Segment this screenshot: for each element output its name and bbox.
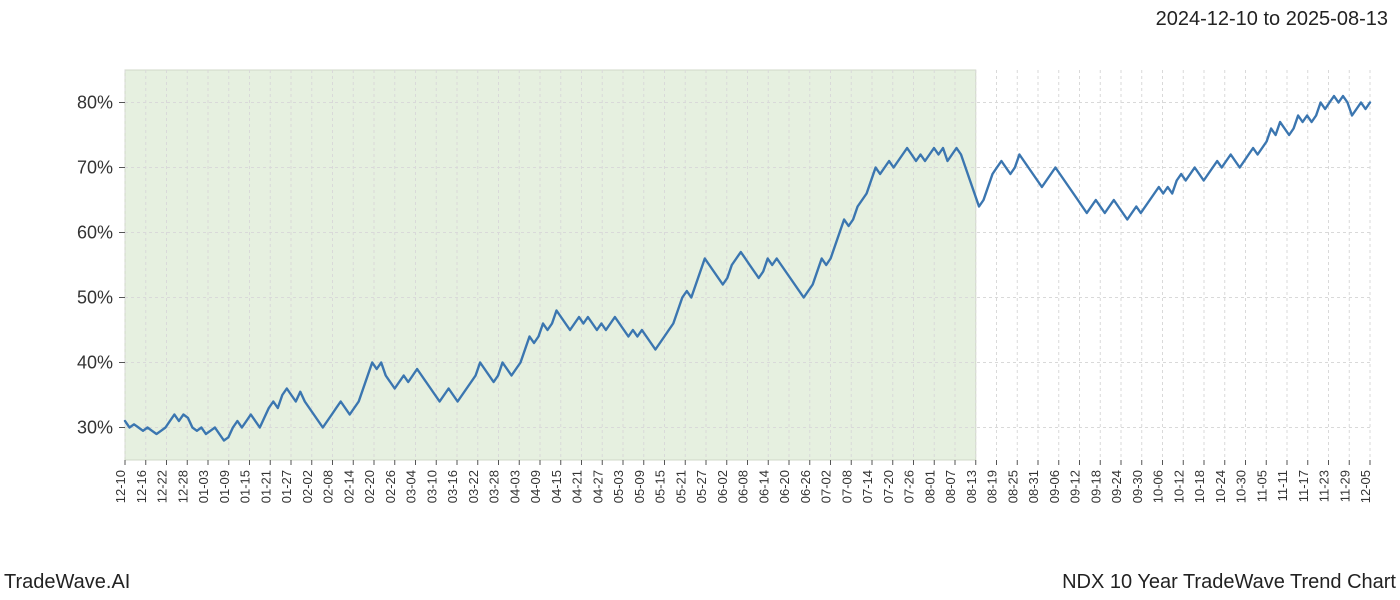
svg-text:03-16: 03-16 bbox=[445, 470, 460, 503]
svg-text:11-23: 11-23 bbox=[1317, 470, 1332, 502]
svg-text:02-26: 02-26 bbox=[383, 470, 398, 503]
svg-text:03-22: 03-22 bbox=[466, 470, 481, 503]
svg-text:06-08: 06-08 bbox=[736, 470, 751, 503]
svg-text:05-27: 05-27 bbox=[694, 470, 709, 503]
svg-text:10-12: 10-12 bbox=[1171, 470, 1186, 503]
chart-svg: 30% 40% 50% 60% 70% 80% 12-10 12-16 12-22 12-28 01… bbox=[0, 50, 1400, 540]
svg-text:04-21: 04-21 bbox=[570, 470, 585, 503]
svg-text:04-15: 04-15 bbox=[549, 470, 564, 503]
svg-text:08-25: 08-25 bbox=[1005, 470, 1020, 503]
trend-chart: 30% 40% 50% 60% 70% 80% 12-10 12-16 12-22 12-28 01… bbox=[0, 50, 1400, 540]
svg-text:01-09: 01-09 bbox=[217, 470, 232, 503]
svg-text:40%: 40% bbox=[77, 353, 113, 373]
date-range-label: 2024-12-10 to 2025-08-13 bbox=[1156, 8, 1388, 31]
svg-text:05-09: 05-09 bbox=[632, 470, 647, 503]
svg-text:06-26: 06-26 bbox=[798, 470, 813, 503]
svg-text:10-06: 10-06 bbox=[1151, 470, 1166, 503]
svg-text:50%: 50% bbox=[77, 288, 113, 308]
svg-text:01-27: 01-27 bbox=[279, 470, 294, 503]
svg-text:12-05: 12-05 bbox=[1358, 470, 1373, 503]
svg-text:06-20: 06-20 bbox=[777, 470, 792, 503]
svg-text:80%: 80% bbox=[77, 93, 113, 113]
svg-text:03-10: 03-10 bbox=[424, 470, 439, 503]
svg-text:70%: 70% bbox=[77, 158, 113, 178]
svg-text:09-24: 09-24 bbox=[1109, 470, 1124, 503]
svg-text:04-27: 04-27 bbox=[590, 470, 605, 503]
svg-text:08-13: 08-13 bbox=[964, 470, 979, 503]
svg-text:02-08: 02-08 bbox=[321, 470, 336, 503]
svg-text:11-29: 11-29 bbox=[1337, 470, 1352, 502]
svg-text:07-26: 07-26 bbox=[902, 470, 917, 503]
svg-text:09-06: 09-06 bbox=[1047, 470, 1062, 503]
svg-text:11-11: 11-11 bbox=[1275, 470, 1290, 501]
svg-text:07-02: 07-02 bbox=[819, 470, 834, 503]
svg-text:09-18: 09-18 bbox=[1088, 470, 1103, 503]
svg-text:09-12: 09-12 bbox=[1068, 470, 1083, 503]
svg-text:10-24: 10-24 bbox=[1213, 470, 1228, 503]
svg-text:01-03: 01-03 bbox=[196, 470, 211, 503]
svg-text:06-14: 06-14 bbox=[756, 470, 771, 503]
svg-text:11-17: 11-17 bbox=[1296, 470, 1311, 502]
svg-text:01-15: 01-15 bbox=[238, 470, 253, 503]
svg-text:60%: 60% bbox=[77, 223, 113, 243]
svg-text:02-14: 02-14 bbox=[341, 470, 356, 503]
svg-text:08-31: 08-31 bbox=[1026, 470, 1041, 503]
svg-text:12-16: 12-16 bbox=[134, 470, 149, 503]
svg-text:04-03: 04-03 bbox=[507, 470, 522, 503]
svg-text:10-30: 10-30 bbox=[1234, 470, 1249, 503]
svg-text:02-02: 02-02 bbox=[300, 470, 315, 503]
svg-text:09-30: 09-30 bbox=[1130, 470, 1145, 503]
svg-text:03-28: 03-28 bbox=[487, 470, 502, 503]
brand-label: TradeWave.AI bbox=[4, 571, 130, 594]
svg-text:04-09: 04-09 bbox=[528, 470, 543, 503]
svg-text:07-14: 07-14 bbox=[860, 470, 875, 503]
chart-title: NDX 10 Year TradeWave Trend Chart bbox=[1062, 571, 1396, 594]
svg-text:08-19: 08-19 bbox=[985, 470, 1000, 503]
svg-text:05-03: 05-03 bbox=[611, 470, 626, 503]
svg-text:06-02: 06-02 bbox=[715, 470, 730, 503]
svg-text:12-22: 12-22 bbox=[155, 470, 170, 503]
svg-text:30%: 30% bbox=[77, 418, 113, 438]
svg-text:07-20: 07-20 bbox=[881, 470, 896, 503]
svg-text:12-10: 12-10 bbox=[113, 470, 128, 503]
svg-text:10-18: 10-18 bbox=[1192, 470, 1207, 503]
svg-text:05-15: 05-15 bbox=[653, 470, 668, 503]
svg-text:08-07: 08-07 bbox=[943, 470, 958, 503]
svg-text:01-21: 01-21 bbox=[258, 470, 273, 503]
svg-text:08-01: 08-01 bbox=[922, 470, 937, 503]
svg-text:12-28: 12-28 bbox=[175, 470, 190, 503]
svg-text:03-04: 03-04 bbox=[404, 470, 419, 503]
svg-text:05-21: 05-21 bbox=[673, 470, 688, 503]
svg-text:07-08: 07-08 bbox=[839, 470, 854, 503]
svg-text:11-05: 11-05 bbox=[1254, 470, 1269, 502]
svg-text:02-20: 02-20 bbox=[362, 470, 377, 503]
